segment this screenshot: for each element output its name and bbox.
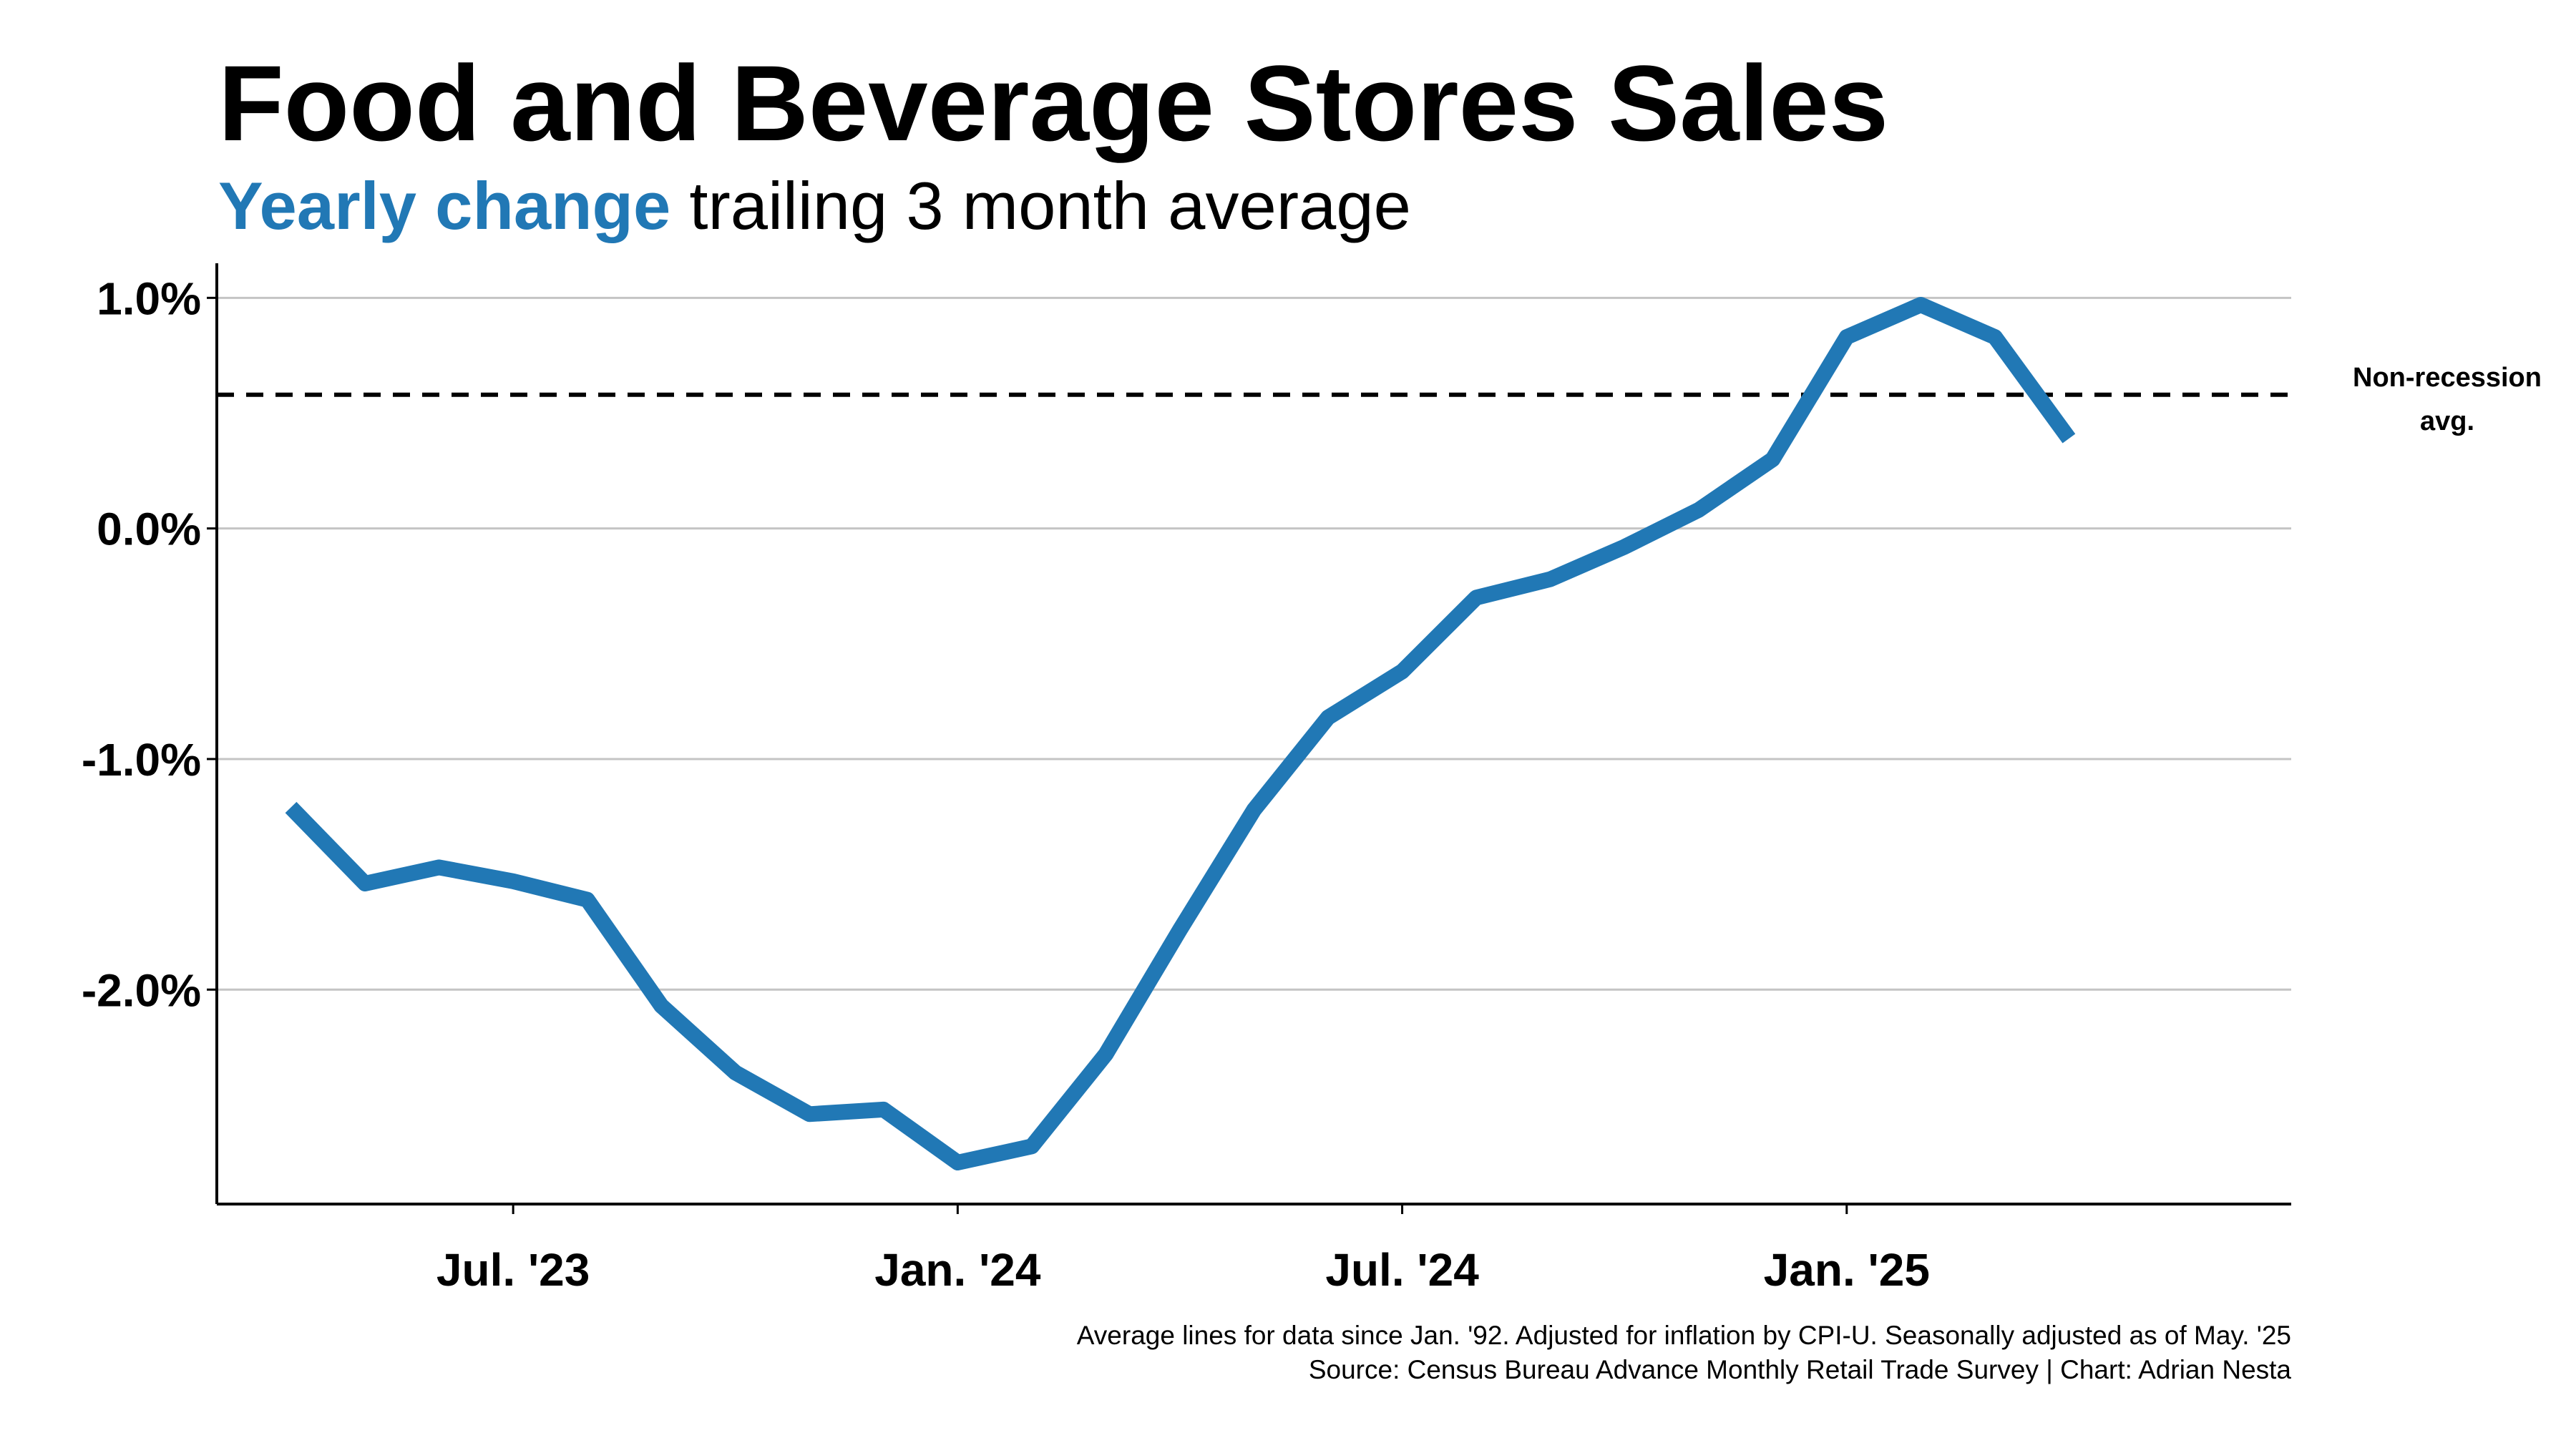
x-tick-labels: Jul. '23 Jan. '24 Jul. '24 Jan. '25 xyxy=(436,1244,1930,1296)
subtitle-highlight: Yearly change xyxy=(218,168,670,243)
x-tick-label: Jul. '24 xyxy=(1325,1244,1479,1296)
y-tick-labels: 1.0% 0.0% -1.0% -2.0% xyxy=(82,273,201,1016)
chart-subtitle: Yearly change trailing 3 month average xyxy=(218,168,1411,243)
subtitle-rest: trailing 3 month average xyxy=(689,168,1410,243)
x-tick-label: Jan. '24 xyxy=(874,1244,1041,1296)
x-tick-label: Jan. '25 xyxy=(1764,1244,1930,1296)
subtitle-space xyxy=(670,168,689,243)
series-lines xyxy=(285,297,2076,1170)
series-line xyxy=(285,297,2076,1170)
axes xyxy=(207,263,2291,1214)
avg-label-line2: avg. xyxy=(2420,406,2474,436)
y-tick-label: 1.0% xyxy=(97,273,201,324)
y-tick-label: -1.0% xyxy=(82,734,201,786)
chart-title: Food and Beverage Stores Sales xyxy=(218,43,1888,163)
note-source: Source: Census Bureau Advance Monthly Re… xyxy=(1309,1355,2292,1384)
gridlines xyxy=(217,296,2291,991)
note-methodology: Average lines for data since Jan. '92. A… xyxy=(1077,1321,2291,1350)
annotations: Non-recession avg. xyxy=(2353,363,2542,436)
x-tick-label: Jul. '23 xyxy=(436,1244,590,1296)
avg-label-line1: Non-recession xyxy=(2353,363,2542,393)
y-tick-label: -2.0% xyxy=(82,964,201,1016)
y-tick-label: 0.0% xyxy=(97,504,201,555)
